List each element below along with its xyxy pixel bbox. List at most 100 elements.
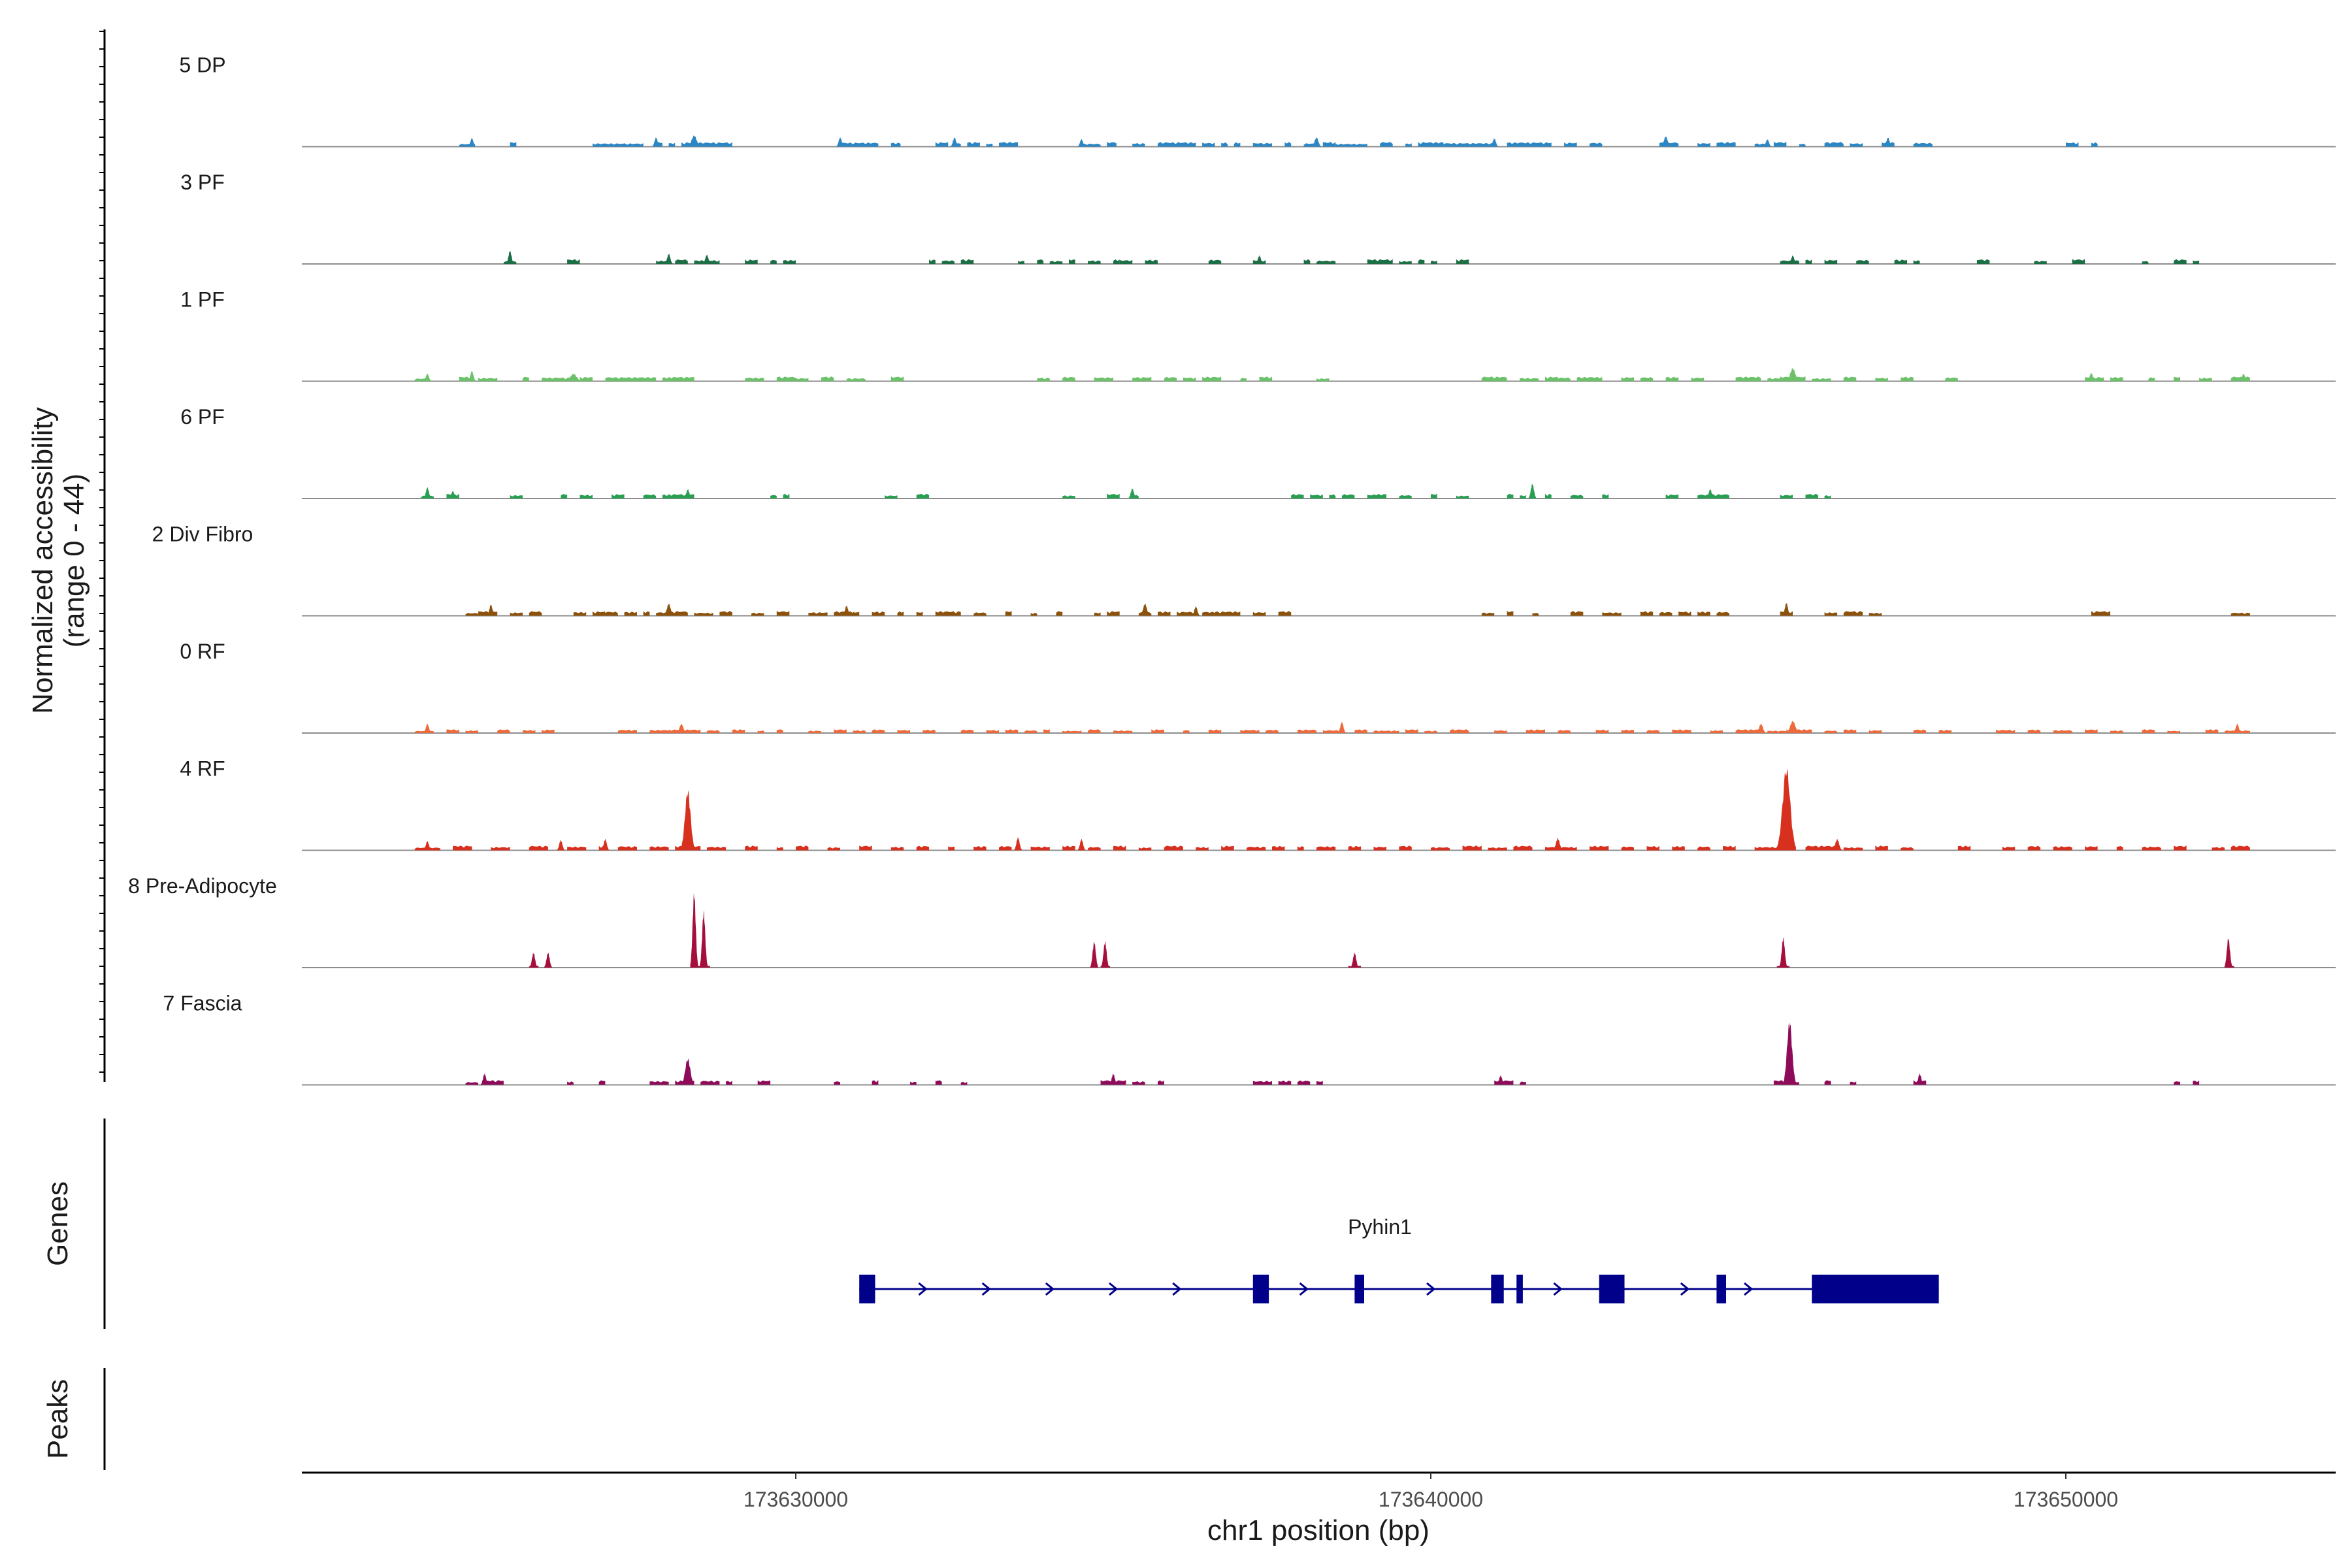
coverage-segment: [1348, 845, 1362, 851]
coverage-segment: [1062, 376, 1075, 382]
track-label: 5 DP: [179, 54, 225, 77]
coverage-segment: [675, 259, 688, 264]
gene-exon: [859, 1275, 875, 1303]
coverage-segment: [567, 1081, 574, 1085]
coverage-segment: [2142, 846, 2161, 851]
coverage-segment: [1158, 142, 1196, 147]
track-8-pre-adipocyte: 8 Pre-Adipocyte: [128, 874, 2336, 968]
coverage-segment: [1037, 378, 1050, 382]
coverage-segment: [1843, 847, 1863, 851]
coverage-segment: [446, 729, 459, 733]
track-1-pf: 1 PF: [180, 288, 2336, 382]
x-tick-label: 173650000: [2014, 1488, 2118, 1511]
coverage-segment: [529, 611, 542, 616]
coverage-peak: [565, 374, 581, 382]
coverage-segment: [1507, 611, 1514, 616]
coverage-segment: [960, 259, 974, 264]
coverage-segment: [1520, 495, 1526, 498]
coverage-segment: [1799, 144, 1806, 147]
coverage-segment: [1640, 377, 1654, 382]
coverage-segment: [1113, 730, 1133, 733]
coverage-segment: [1856, 259, 1869, 264]
coverage-segment: [2091, 611, 2110, 616]
coverage-segment: [649, 846, 669, 851]
coverage-segment: [732, 729, 745, 733]
coverage-peak: [1311, 137, 1322, 147]
coverage-peak: [601, 839, 610, 851]
coverage-peak: [468, 139, 476, 147]
coverage-segment: [1240, 729, 1260, 733]
coverage-segment: [2142, 729, 2155, 733]
coverage-segment: [643, 494, 657, 498]
coverage-peak: [1786, 368, 1799, 382]
coverage-segment: [1354, 729, 1367, 733]
coverage-segment: [1850, 143, 1863, 147]
coverage-segment: [757, 730, 764, 733]
coverage-peak: [2240, 374, 2248, 382]
coverage-peak: [529, 953, 538, 968]
coverage-segment: [1843, 611, 1863, 616]
strand-arrow: [1109, 1282, 1119, 1296]
track-label: 8 Pre-Adipocyte: [128, 874, 277, 898]
coverage-segment: [1456, 259, 1469, 264]
coverage-segment: [726, 1081, 732, 1085]
coverage-segment: [1297, 846, 1304, 851]
coverage-segment: [668, 611, 688, 616]
coverage-segment: [510, 142, 517, 147]
coverage-segment: [1621, 729, 1634, 733]
coverage-peak: [423, 487, 432, 498]
coverage-peak: [681, 1058, 694, 1085]
coverage-segment: [1513, 845, 1533, 851]
coverage-segment: [523, 730, 536, 733]
coverage-segment: [1545, 376, 1558, 382]
coverage-segment: [1316, 378, 1330, 382]
coverage-segment: [1151, 729, 1164, 733]
coverage-segment: [916, 493, 930, 498]
coverage-segment: [2193, 260, 2200, 264]
coverage-segment: [1824, 730, 1838, 733]
coverage-segment: [986, 730, 999, 733]
coverage-peak: [1337, 721, 1346, 733]
coverage-segment: [948, 846, 955, 851]
coverage-segment: [612, 494, 625, 498]
coverage-segment: [453, 845, 472, 851]
coverage-segment: [872, 1080, 879, 1085]
coverage-segment: [1202, 142, 1215, 147]
coverage-segment: [465, 613, 478, 616]
track-label: 0 RF: [180, 640, 225, 663]
coverage-tracks: 5 DP 3 PF 1 PF 6 PF 2 Div Fibro 0 RF 4 RF 8 Pre…: [128, 54, 2336, 1086]
coverage-peak: [2224, 938, 2232, 968]
coverage-segment: [1976, 259, 1990, 264]
coverage-peak: [1756, 723, 1766, 733]
coverage-segment: [567, 259, 580, 264]
coverage-segment: [1164, 376, 1177, 382]
coverage-segment: [1564, 142, 1577, 147]
coverage-segment: [2091, 142, 2098, 147]
coverage-segment: [1520, 1081, 1526, 1085]
coverage-segment: [1107, 493, 1120, 498]
coverage-segment: [808, 612, 828, 616]
coverage-peak: [1779, 937, 1788, 968]
coverage-segment: [1697, 846, 1710, 851]
coverage-peak: [690, 892, 698, 968]
coverage-segment: [2230, 845, 2250, 851]
track-label: 1 PF: [180, 288, 225, 312]
y-axis-range-label: (range 0 - 44): [58, 474, 90, 648]
coverage-segment: [2066, 142, 2079, 147]
coverage-segment: [1716, 142, 1736, 147]
coverage-segment: [2116, 846, 2123, 851]
track-7-fascia: 7 Fascia: [163, 992, 2336, 1086]
coverage-segment: [1938, 730, 1952, 733]
coverage-segment: [751, 612, 764, 616]
coverage-peak: [842, 605, 851, 616]
coverage-segment: [1316, 260, 1336, 264]
track-6-pf: 6 PF: [180, 405, 2336, 499]
x-axis-ticks: 173630000 173640000 173650000: [743, 1473, 2118, 1511]
coverage-peak: [423, 723, 432, 733]
coverage-peak: [1077, 838, 1086, 851]
coverage-peak: [1789, 255, 1797, 264]
coverage-segment: [1646, 730, 1659, 733]
coverage-segment: [1875, 378, 1888, 382]
gene-label: Pyhin1: [1348, 1215, 1412, 1239]
coverage-segment: [840, 142, 879, 147]
